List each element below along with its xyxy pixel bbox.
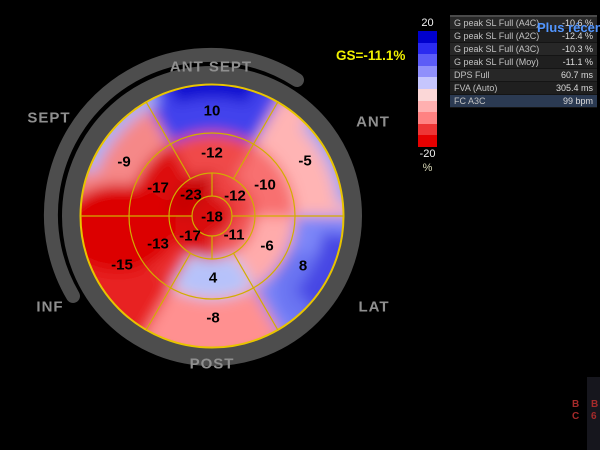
anatomy-label-ant-sept: ANT SEPT xyxy=(169,58,253,76)
result-label: FC A3C xyxy=(454,96,486,106)
segment-value: -23 xyxy=(180,187,202,204)
segment-value: -10 xyxy=(254,177,276,194)
bullseye-segment-apical-sept xyxy=(169,173,212,216)
color-accent xyxy=(80,184,176,272)
result-label: G peak SL Full (A4C) xyxy=(454,18,540,28)
segment-value: 10 xyxy=(204,103,221,120)
right-edge-panel xyxy=(587,377,600,450)
colorbar-unit-label: % xyxy=(422,161,433,174)
strain-colorbar: 20 -20 % xyxy=(416,17,439,175)
result-row: FC A3C 99 bpm xyxy=(450,95,597,108)
result-row: G peak SL Full (A2C) -12.4 % xyxy=(450,30,597,43)
gain-mark: 6 xyxy=(591,411,597,422)
color-accent xyxy=(177,260,249,294)
bullseye-segment-apical-ant xyxy=(212,173,255,216)
result-value: 305.4 ms xyxy=(555,83,593,93)
segment-value: -18 xyxy=(201,209,223,226)
colorbar-band xyxy=(418,112,437,124)
bullseye-grid xyxy=(79,83,345,349)
colorbar-band xyxy=(418,77,437,89)
bullseye-segment-mid-ant xyxy=(233,144,295,216)
result-value: -12.4 % xyxy=(561,31,593,41)
segment-value: -8 xyxy=(206,310,219,327)
result-value: -10.3 % xyxy=(561,44,593,54)
segment-value: 4 xyxy=(209,270,218,287)
measurement-results-table: G peak SL Full (A4C) -10.6 % G peak SL Ful… xyxy=(450,15,597,108)
result-row: DPS Full 60.7 ms xyxy=(450,69,597,82)
colorbar-band xyxy=(418,65,437,78)
segment-value: 8 xyxy=(299,258,307,275)
anatomy-label-ant: ANT xyxy=(356,113,390,131)
bullseye-polar-map: 10 -5 8 -8 -15 -9 -12 -10 -6 4 -13 -17 -12 -23 -17 -11-… xyxy=(43,47,362,366)
colorbar-band xyxy=(418,31,437,43)
colorbar-band xyxy=(418,42,437,55)
result-label: G peak SL Full (Moy) xyxy=(454,57,539,67)
segment-value: -12 xyxy=(224,188,246,205)
gray-swoosh-arc xyxy=(43,47,304,303)
anatomy-label-lat: LAT xyxy=(358,298,390,316)
result-value: -10.6 % xyxy=(561,18,593,28)
result-label: FVA (Auto) xyxy=(454,83,498,93)
most-recent-dropdown[interactable]: Plus récent xyxy=(537,20,600,35)
anatomy-label-post: POST xyxy=(189,355,235,373)
anatomy-label-sept: SEPT xyxy=(27,109,71,127)
gain-mark: B xyxy=(591,399,599,410)
segment-value: -17 xyxy=(179,228,201,245)
segment-value: -13 xyxy=(147,236,169,253)
result-row: G peak SL Full (Moy) -11.1 % xyxy=(450,56,597,69)
bullseye-segment-mid-lat xyxy=(233,216,295,288)
segment-value: -17 xyxy=(147,180,169,197)
bullseye-segment-mid-ant-sept xyxy=(170,132,254,179)
result-label: G peak SL Full (A2C) xyxy=(454,31,540,41)
bullseye-segment-apical-inf xyxy=(169,216,212,259)
bullseye-segment-apical-lat xyxy=(212,216,255,259)
bullseye-segment-values: 10 -5 8 -8 -15 -9 -12 -10 -6 4 -13 -17 -12 -23 -17 -11-… xyxy=(111,103,312,327)
bullseye-segment-outer-sept xyxy=(80,90,171,216)
segment-value: -11 xyxy=(224,227,245,244)
color-accent xyxy=(167,84,257,104)
result-label: DPS Full xyxy=(454,70,490,80)
colorbar-band xyxy=(418,135,437,147)
gray-ring xyxy=(62,66,362,366)
segment-value: -15 xyxy=(111,257,133,274)
bullseye-segment-outer-ant xyxy=(253,90,344,216)
segment-value: -5 xyxy=(298,153,311,170)
segment-value: -9 xyxy=(117,154,130,171)
result-value: 60.7 ms xyxy=(560,70,593,80)
colorbar-scale xyxy=(418,31,437,147)
colorbar-max-label: 20 xyxy=(421,17,434,29)
colorbar-min-label: -20 xyxy=(419,147,436,160)
result-value: -11.1 % xyxy=(562,57,593,67)
result-value: 99 bpm xyxy=(562,96,593,106)
result-row: FVA (Auto) 305.4 ms xyxy=(450,82,597,95)
anatomy-label-inf: INF xyxy=(36,298,64,316)
colorbar-band xyxy=(418,100,437,113)
result-row: G peak SL Full (A3C) -10.3 % xyxy=(450,43,597,56)
colorbar-band xyxy=(418,54,437,66)
bullseye-segment-apex xyxy=(192,196,232,236)
colorbar-band xyxy=(418,88,437,101)
result-row: G peak SL Full (A4C) -10.6 % xyxy=(450,17,597,30)
global-strain-value: GS=-11.1% xyxy=(336,48,406,63)
segment-value: -12 xyxy=(201,145,223,162)
gain-mark: B xyxy=(572,399,580,410)
segment-value: -6 xyxy=(260,238,273,255)
result-label: G peak SL Full (A3C) xyxy=(454,44,540,54)
colorbar-band xyxy=(418,123,437,136)
gain-mark: C xyxy=(572,411,580,422)
